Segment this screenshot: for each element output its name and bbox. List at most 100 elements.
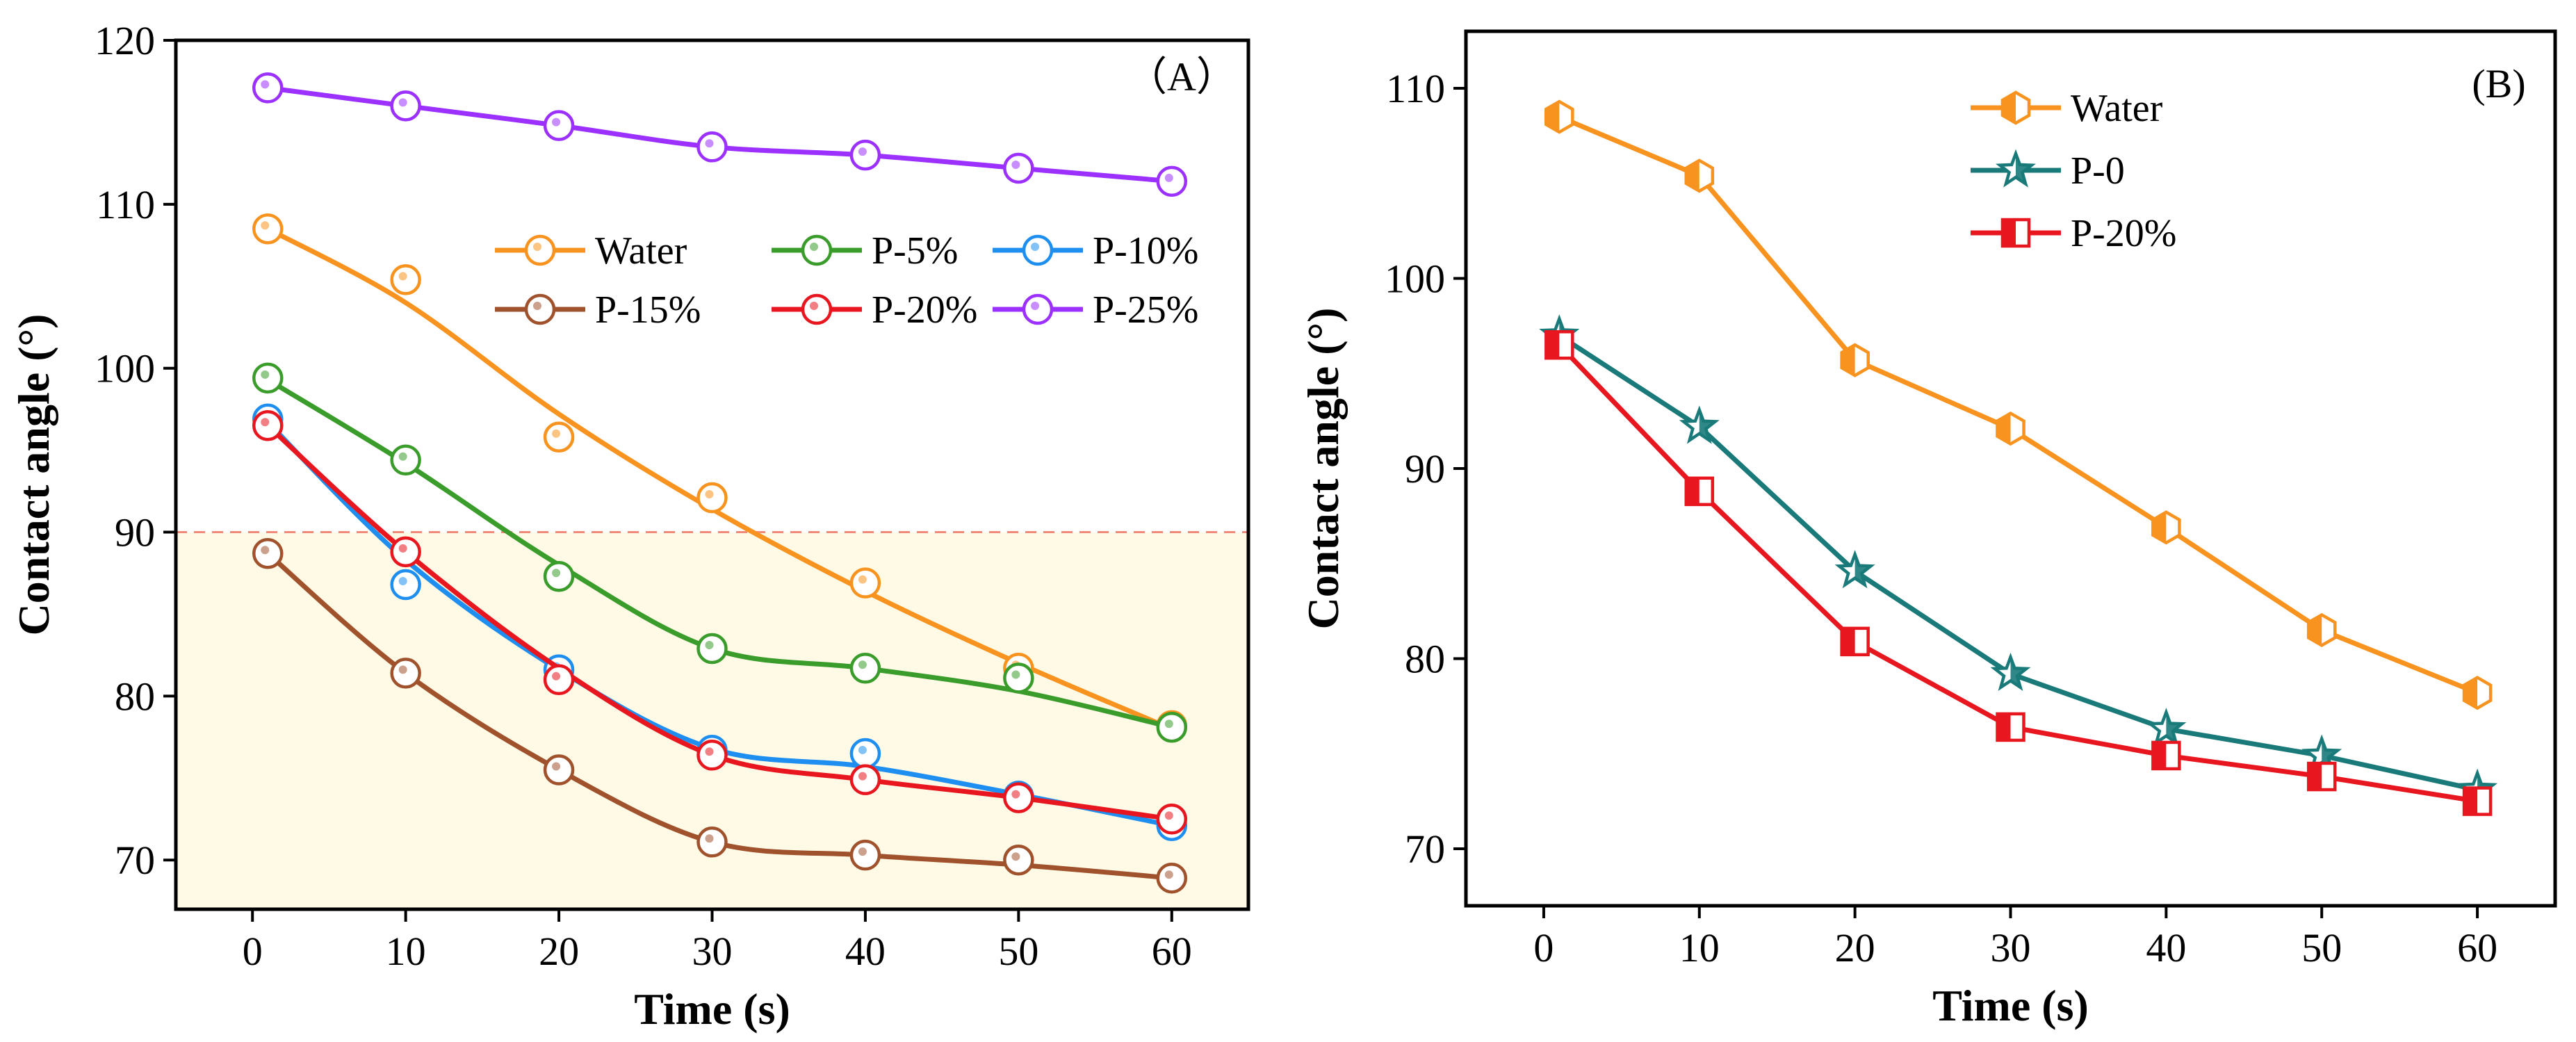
data-point-ring <box>543 560 575 592</box>
data-point-half <box>2464 677 2478 708</box>
y-tick-label: 80 <box>1405 636 1445 681</box>
y-tick-label: 90 <box>1405 446 1445 491</box>
y-tick-label: 70 <box>1405 827 1445 872</box>
legend-swatch-marker <box>2000 218 2031 248</box>
data-point-highlight <box>1164 870 1173 879</box>
data-point-half <box>2166 712 2183 743</box>
legend-label: P-25% <box>1093 288 1198 332</box>
series-water <box>1544 99 2493 710</box>
data-point-ring <box>1003 782 1034 813</box>
data-point <box>543 664 575 696</box>
legend-swatch-marker <box>1996 149 2036 188</box>
data-point-half <box>1841 628 1855 655</box>
data-point-highlight <box>1011 670 1020 679</box>
data-point-ring <box>390 569 421 601</box>
data-point-highlight <box>1164 173 1173 182</box>
data-point <box>1003 662 1034 694</box>
data-point <box>252 409 284 441</box>
legend-swatch-marker-ring <box>1022 293 1054 325</box>
data-point-half <box>2153 742 2167 769</box>
data-point <box>1156 711 1188 743</box>
data-point-highlight <box>261 370 270 379</box>
data-point-half <box>2308 614 2322 646</box>
data-point <box>543 560 575 592</box>
data-point-ring <box>696 740 728 771</box>
data-point-ring <box>849 839 881 871</box>
data-point-ring <box>252 537 284 569</box>
data-point-highlight <box>398 544 407 553</box>
data-point <box>1679 405 1720 444</box>
data-point-ring <box>1156 804 1188 835</box>
y-tick-label: 70 <box>115 838 155 883</box>
legend-label: P-5% <box>872 229 958 272</box>
x-axis-title: Time (s) <box>1932 981 2089 1030</box>
x-tick-label: 50 <box>2301 925 2342 970</box>
legend-swatch-marker-ring <box>524 293 556 325</box>
data-point-highlight <box>552 762 561 771</box>
panel-label: （A） <box>1127 54 1237 99</box>
data-point <box>2151 510 2181 545</box>
panel-b-chart: 0 10 20 30 40 50 60 70 80 90 100 110 Time (s) Contact… <box>1298 29 2557 1030</box>
y-axis-title: Contact angle (°) <box>9 314 58 636</box>
data-point <box>2146 708 2187 747</box>
data-point <box>696 740 728 771</box>
x-tick-label: 40 <box>2146 925 2186 970</box>
data-point <box>2306 612 2337 648</box>
legend-swatch-marker-highlight <box>533 302 541 310</box>
data-point-highlight <box>398 452 407 461</box>
data-point <box>2462 676 2493 710</box>
legend-swatch-marker <box>801 293 833 325</box>
data-point <box>390 569 421 601</box>
x-tick-label: 60 <box>1152 929 1192 974</box>
data-point-half <box>1546 101 1560 133</box>
data-point-ring <box>543 421 575 453</box>
data-point-half <box>1841 345 1855 376</box>
data-point-highlight <box>1011 790 1020 799</box>
data-point-ring <box>390 90 421 122</box>
legend-swatch-marker <box>524 234 556 266</box>
x-tick-label: 40 <box>845 929 886 974</box>
data-point-half <box>2464 788 2478 815</box>
data-point <box>390 264 421 295</box>
legend-swatch-marker-ring <box>1022 234 1054 266</box>
data-point-ring <box>390 658 421 689</box>
data-point-highlight <box>1011 852 1020 861</box>
data-point-half <box>2153 512 2167 543</box>
data-point-ring <box>1156 862 1188 894</box>
data-point-ring <box>1156 711 1188 743</box>
legend-label: P-20% <box>872 288 977 332</box>
legend-label: P-10% <box>1093 229 1198 272</box>
legend-swatch-marker-highlight <box>810 243 818 251</box>
data-point-half <box>2322 739 2338 770</box>
data-point <box>543 110 575 141</box>
y-tick-label: 110 <box>1386 66 1445 111</box>
y-tick-label: 110 <box>96 182 155 227</box>
data-point-highlight <box>858 575 867 584</box>
data-point-highlight <box>858 745 867 754</box>
data-point-ring <box>849 738 881 770</box>
legend: Water P-5% P-10% P-15% P-20% P-25% <box>495 229 1198 332</box>
legend-swatch-marker-ring <box>801 293 833 325</box>
legend-swatch-marker <box>524 293 556 325</box>
legend-item: P-20% <box>772 288 977 332</box>
legend-item: Water <box>1971 87 2163 130</box>
data-point <box>1990 652 2031 692</box>
panel-a-chart: 0 10 20 30 40 50 60 70 80 90 100 110 120 Time (s) Cont… <box>9 18 1250 1034</box>
x-tick-label: 0 <box>243 929 263 974</box>
data-point-highlight <box>705 747 714 756</box>
data-point-ring <box>252 409 284 441</box>
legend-swatch-marker-half <box>2016 154 2032 184</box>
data-point-highlight <box>398 98 407 107</box>
data-point-ring <box>390 536 421 568</box>
data-point <box>849 738 881 770</box>
legend: Water P-0 P-20% <box>1971 87 2176 255</box>
data-point-ring <box>1003 844 1034 876</box>
data-point <box>1684 158 1715 193</box>
data-point-highlight <box>1164 719 1173 728</box>
series-p-20- <box>252 409 1188 835</box>
data-point <box>1996 712 2025 742</box>
legend-swatch-marker <box>2000 90 2031 125</box>
legend-item: P-10% <box>993 229 1198 272</box>
data-point-ring <box>696 131 728 163</box>
x-tick-label: 30 <box>692 929 733 974</box>
